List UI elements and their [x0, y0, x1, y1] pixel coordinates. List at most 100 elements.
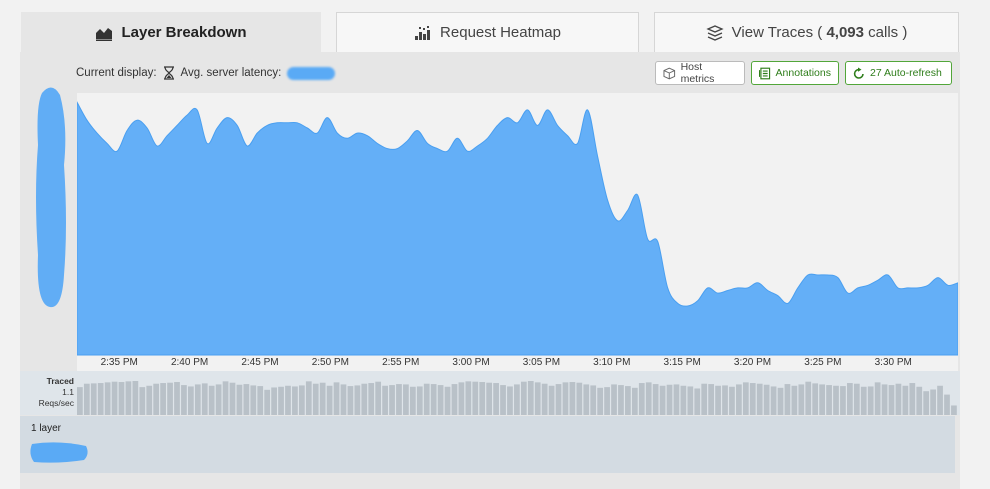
traced-bar	[285, 385, 291, 415]
traced-bar	[534, 382, 541, 415]
traced-bar	[514, 384, 520, 415]
traced-bar	[437, 385, 444, 415]
traced-bar	[222, 381, 229, 415]
auto-refresh-button[interactable]: 27 Auto-refresh	[845, 61, 952, 85]
traced-bar	[444, 386, 451, 415]
traced-bar	[604, 387, 610, 415]
traced-bar	[347, 386, 354, 415]
current-display-label: Current display:	[76, 67, 157, 79]
traced-bar	[937, 385, 943, 415]
auto-refresh-label: 27 Auto-refresh	[870, 67, 942, 79]
traced-bar	[791, 385, 798, 415]
traced-bar	[645, 382, 652, 415]
tab-bar: Layer Breakdown Request Heatmap View Tra…	[0, 0, 990, 52]
traced-bar	[465, 381, 472, 415]
annotations-button[interactable]: Annotations	[751, 61, 839, 85]
traced-bar	[722, 385, 728, 415]
metric-label: Avg. server latency:	[180, 67, 282, 79]
traced-bar	[187, 386, 194, 415]
traced-bar	[597, 387, 604, 415]
traced-bar	[257, 386, 264, 415]
traced-bar	[389, 385, 395, 415]
traced-bar	[583, 384, 590, 415]
redacted-value	[287, 66, 336, 80]
traced-bar	[853, 383, 860, 415]
traced-bar	[243, 384, 250, 415]
traced-bar	[409, 386, 416, 415]
traced-bar	[125, 381, 132, 415]
traced-bar	[777, 387, 784, 415]
traced-bar	[569, 382, 576, 415]
traced-bar	[874, 382, 881, 415]
traced-bar	[895, 383, 902, 415]
traced-bar	[430, 384, 437, 415]
traced-bar	[416, 386, 423, 415]
traced-bar	[486, 382, 493, 415]
traced-unit: Reqs/sec	[38, 398, 74, 408]
redacted-y-axis-labels	[36, 87, 66, 308]
traced-bar	[652, 384, 659, 415]
traced-bar	[298, 385, 305, 415]
traced-bar	[867, 386, 874, 415]
traced-bar	[278, 386, 284, 415]
x-tick-label: 3:20 PM	[733, 357, 772, 368]
traced-bar	[507, 386, 513, 415]
traced-bar	[403, 384, 409, 415]
traced-bar	[819, 384, 825, 415]
traced-bar	[590, 385, 597, 415]
tab-request-heatmap[interactable]: Request Heatmap	[336, 12, 639, 52]
x-tick-label: 3:30 PM	[874, 357, 912, 368]
traced-bar	[382, 385, 388, 415]
traced-bar	[708, 384, 715, 415]
traced-bar	[944, 394, 950, 415]
current-display: Current display: Avg. server latency:	[76, 66, 336, 80]
traced-bar	[83, 383, 90, 415]
traced-bar	[659, 385, 666, 415]
traced-bar	[881, 384, 888, 415]
heatmap-icon	[415, 25, 431, 40]
tab-layer-breakdown[interactable]: Layer Breakdown	[21, 12, 321, 52]
traced-bar	[423, 383, 430, 415]
traced-bar	[909, 383, 916, 415]
traced-bar	[111, 381, 118, 415]
traced-bar	[264, 389, 271, 415]
host-metrics-button[interactable]: Host metrics	[655, 61, 745, 85]
x-tick-label: 2:45 PM	[241, 357, 279, 368]
traced-bar	[812, 383, 819, 415]
traced-bar	[194, 384, 201, 415]
traced-bar	[951, 405, 957, 415]
traced-bar	[181, 385, 187, 415]
traced-bar	[562, 382, 569, 415]
traced-bar	[742, 382, 749, 415]
traced-bar	[930, 389, 936, 415]
series-area	[77, 101, 958, 356]
hourglass-icon	[163, 66, 174, 80]
redacted-layer-name	[30, 442, 88, 463]
traced-bar	[208, 385, 215, 415]
traced-bar	[625, 386, 631, 415]
x-tick-label: 3:15 PM	[663, 357, 701, 368]
traced-bar	[694, 388, 701, 415]
traced-bar	[319, 382, 326, 415]
traced-bar	[527, 381, 534, 415]
traced-bar	[888, 385, 895, 415]
traced-bar	[680, 385, 687, 415]
traced-strip: Traced 1.1 Reqs/sec	[20, 371, 960, 415]
tab-view-traces[interactable]: View Traces ( 4,093 calls )	[654, 12, 959, 52]
traced-bar	[77, 387, 83, 415]
traced-bar	[520, 381, 527, 415]
x-tick-label: 3:25 PM	[804, 357, 842, 368]
traced-bar	[305, 381, 312, 415]
x-tick-label: 3:05 PM	[522, 357, 561, 368]
traced-bar	[326, 385, 333, 415]
layer-breakdown-panel: Current display: Avg. server latency: Ho…	[20, 52, 960, 489]
traced-bar	[229, 382, 236, 415]
traced-bar	[548, 385, 555, 415]
traced-bar	[840, 386, 846, 415]
traced-label: Traced 1.1 Reqs/sec	[20, 376, 74, 409]
traced-bar	[701, 383, 708, 415]
traced-bar	[375, 381, 382, 415]
traced-bar	[756, 383, 763, 415]
traced-bar	[292, 386, 298, 415]
traced-title: Traced	[46, 376, 74, 386]
